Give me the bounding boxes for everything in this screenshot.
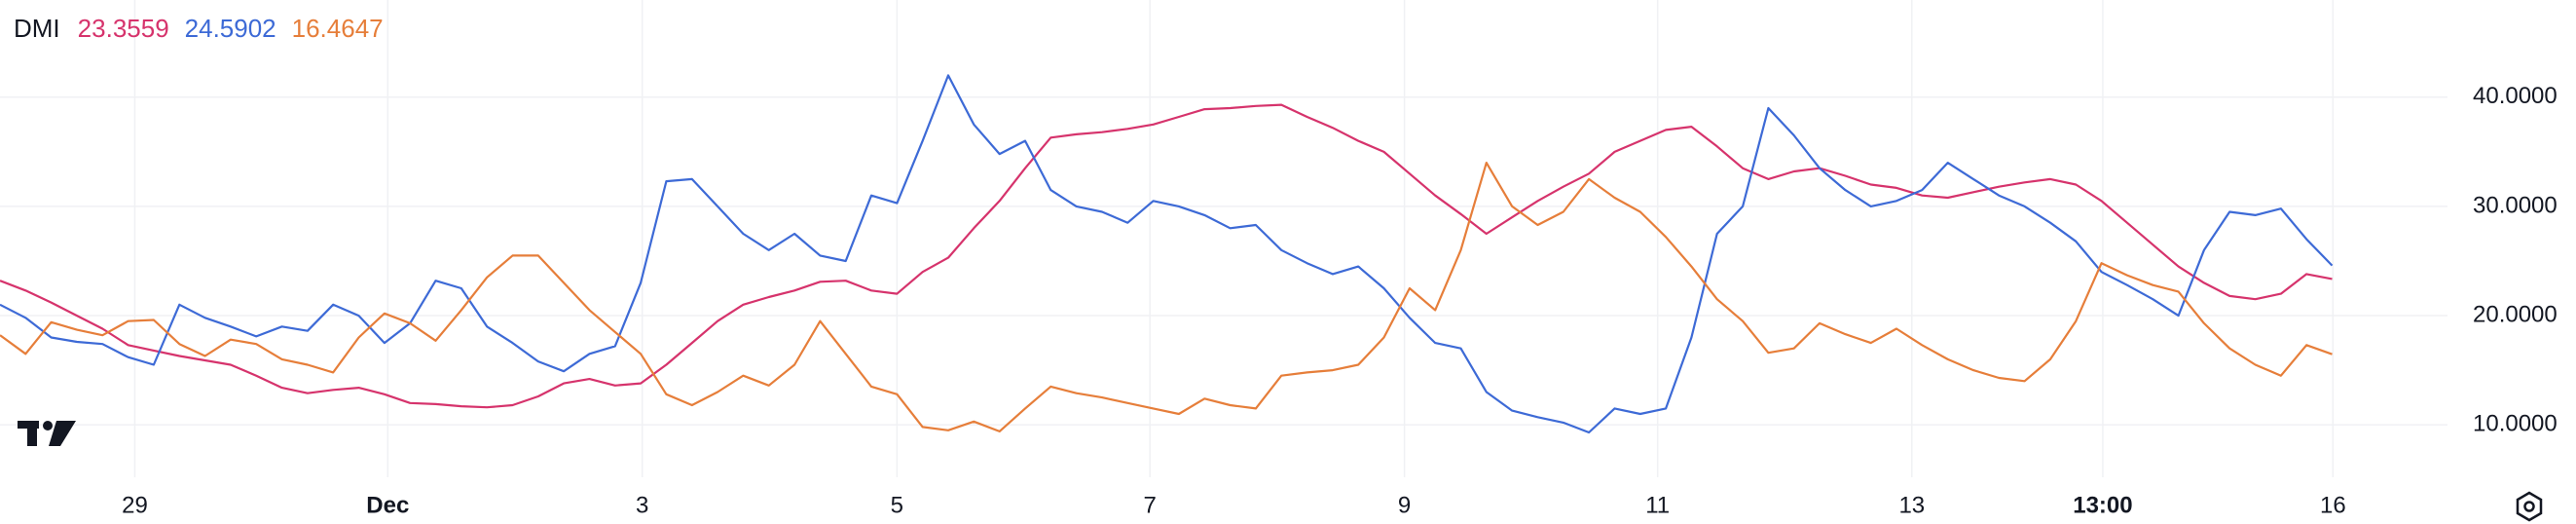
logo-part bbox=[49, 421, 76, 446]
x-tick-label: 5 bbox=[891, 492, 903, 518]
tradingview-logo bbox=[18, 421, 76, 446]
x-tick-label: 7 bbox=[1144, 492, 1157, 518]
x-tick-label: 13:00 bbox=[2073, 492, 2132, 518]
logo-part bbox=[43, 421, 53, 430]
indicator-title: DMI bbox=[14, 14, 60, 43]
x-tick-label: 9 bbox=[1398, 492, 1411, 518]
y-tick-label: 10.0000 bbox=[2473, 411, 2558, 437]
y-tick-label: 20.0000 bbox=[2473, 301, 2558, 327]
dmi-line bbox=[0, 74, 2334, 434]
settings-dot[interactable] bbox=[2523, 501, 2535, 512]
legend: DMI 23.3559 24.5902 16.4647 bbox=[14, 14, 384, 43]
y-tick-label: 40.0000 bbox=[2473, 83, 2558, 109]
legend-value: 24.5902 bbox=[185, 14, 276, 43]
legend-value: 16.4647 bbox=[292, 14, 384, 43]
settings-hexagon[interactable] bbox=[2516, 491, 2543, 522]
logo-part bbox=[27, 421, 37, 446]
x-tick-label: 11 bbox=[1645, 492, 1670, 518]
x-tick-label: Dec bbox=[366, 492, 409, 518]
x-tick-label: 3 bbox=[636, 492, 648, 518]
settings-icon[interactable] bbox=[2516, 491, 2543, 522]
x-tick-label: 16 bbox=[2320, 492, 2346, 518]
x-tick-label: 13 bbox=[1898, 492, 1925, 518]
dmi-line bbox=[0, 162, 2333, 432]
y-tick-label: 30.0000 bbox=[2473, 192, 2558, 218]
legend-value: 23.3559 bbox=[78, 14, 169, 43]
dmi-line bbox=[0, 103, 2333, 409]
x-tick-label: 29 bbox=[122, 492, 148, 518]
